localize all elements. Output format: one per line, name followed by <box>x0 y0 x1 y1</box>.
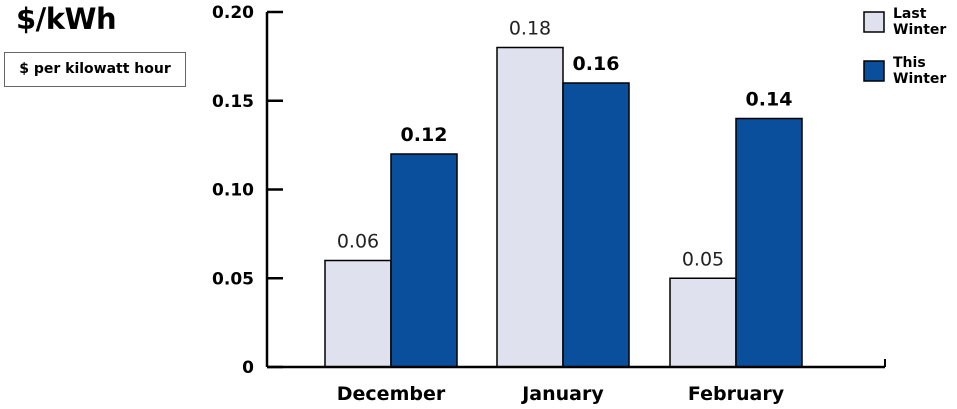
bar-this-winter-december <box>390 153 458 368</box>
unit-title: $/kWh <box>16 2 117 36</box>
data-label-this-winter-february: 0.14 <box>746 89 793 111</box>
bar-this-winter-february <box>735 117 803 368</box>
legend-label-last-winter-line1: Last <box>893 6 927 22</box>
legend-swatch-last-winter <box>863 11 885 33</box>
x-tick-label-december: December <box>337 383 446 405</box>
y-tick-label: 0.20 <box>212 3 254 23</box>
y-tick-label: 0.15 <box>212 92 254 112</box>
bar-this-winter-january <box>562 82 630 368</box>
data-label-this-winter-december: 0.12 <box>401 124 448 146</box>
data-label-last-winter-december: 0.06 <box>337 231 379 253</box>
unit-description-box: $ per kilowatt hour <box>4 52 186 87</box>
legend-label-this-winter-line1: This <box>893 55 926 71</box>
bar-last-winter-december <box>324 259 392 368</box>
bar-last-winter-january <box>496 46 564 368</box>
y-tick-label: 0 <box>242 358 254 378</box>
legend-label-last-winter-line2: Winter <box>893 22 946 38</box>
y-tick-label: 0.05 <box>212 269 254 289</box>
x-tick-label-february: February <box>688 383 785 405</box>
y-tick-label: 0.10 <box>212 181 254 201</box>
legend-label-this-winter-line2: Winter <box>893 71 946 87</box>
data-label-last-winter-february: 0.05 <box>682 248 724 270</box>
legend-swatch-this-winter <box>863 60 885 82</box>
data-label-this-winter-january: 0.16 <box>573 53 620 75</box>
x-tick-label-january: January <box>520 383 604 405</box>
bar-last-winter-february <box>669 277 737 368</box>
data-label-last-winter-january: 0.18 <box>509 18 551 40</box>
